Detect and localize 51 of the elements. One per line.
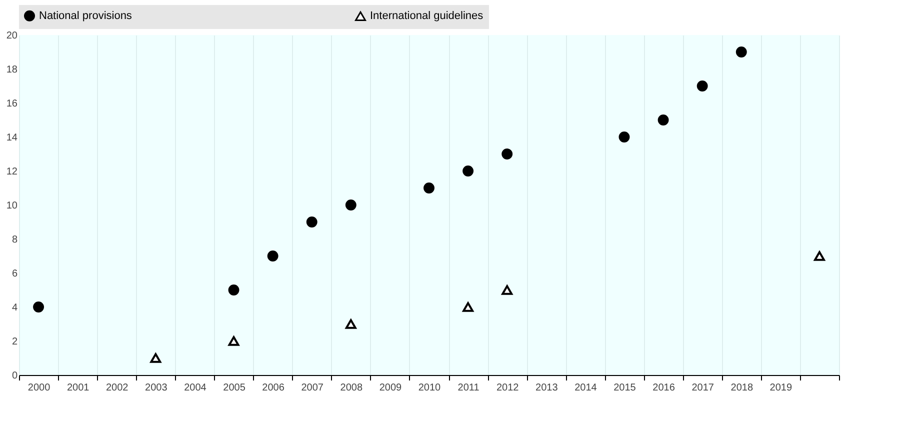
point (424, 182, 434, 194)
y-tick-label: 16 (6, 98, 18, 110)
x-tick-label: 2015 (614, 382, 636, 394)
point (228, 336, 240, 346)
x-tick-label: 2016 (652, 382, 676, 394)
x-tick-label: 2006 (262, 382, 285, 394)
point (696, 80, 708, 92)
legend-label: International guidelines (370, 10, 484, 22)
point (150, 353, 162, 363)
x-tick-label: 2002 (106, 382, 129, 394)
x-tick-label: 2012 (496, 382, 520, 394)
x-tick-label: 2010 (418, 382, 442, 394)
y-tick-label: 0 (12, 370, 18, 382)
y-tick-label: 18 (6, 64, 18, 76)
x-tick-label: 2001 (66, 382, 90, 394)
y-tick-label: 2 (12, 336, 18, 348)
y-tick-label: 12 (6, 166, 18, 178)
x-tick-label: 2003 (145, 382, 168, 394)
x-tick-label: 2018 (730, 382, 754, 394)
point (33, 302, 44, 312)
point (502, 148, 513, 160)
x-tick-label: 2007 (301, 382, 324, 394)
legend-label: National provisions (39, 10, 132, 22)
point (502, 285, 513, 295)
x-tick-label: 2000 (28, 382, 51, 394)
y-tick-label: 8 (12, 234, 18, 246)
point (462, 302, 474, 312)
point (658, 114, 669, 126)
y-tick-label: 4 (12, 302, 18, 314)
x-tick-label: 2005 (223, 382, 246, 394)
point (736, 46, 747, 58)
y-tick-label: 6 (12, 268, 18, 280)
point (228, 284, 240, 296)
point (814, 251, 825, 261)
x-tick-label: 2011 (458, 382, 480, 394)
point (462, 166, 474, 176)
x-tick-label: 2013 (536, 382, 558, 394)
y-tick-label: 14 (6, 132, 18, 144)
x-tick-label: 2014 (574, 382, 598, 394)
y-tick-label: 10 (6, 200, 18, 212)
y-tick-label: 20 (6, 30, 18, 42)
x-tick-label: 2008 (340, 382, 363, 394)
x-tick-label: 2017 (692, 382, 714, 394)
x-tick-label: 2019 (770, 382, 792, 394)
point (618, 132, 630, 142)
point (345, 200, 356, 210)
point (267, 250, 278, 262)
x-tick-label: 2009 (379, 382, 402, 394)
point (345, 319, 356, 329)
x-tick-label: 2004 (184, 382, 207, 394)
point (306, 216, 318, 228)
